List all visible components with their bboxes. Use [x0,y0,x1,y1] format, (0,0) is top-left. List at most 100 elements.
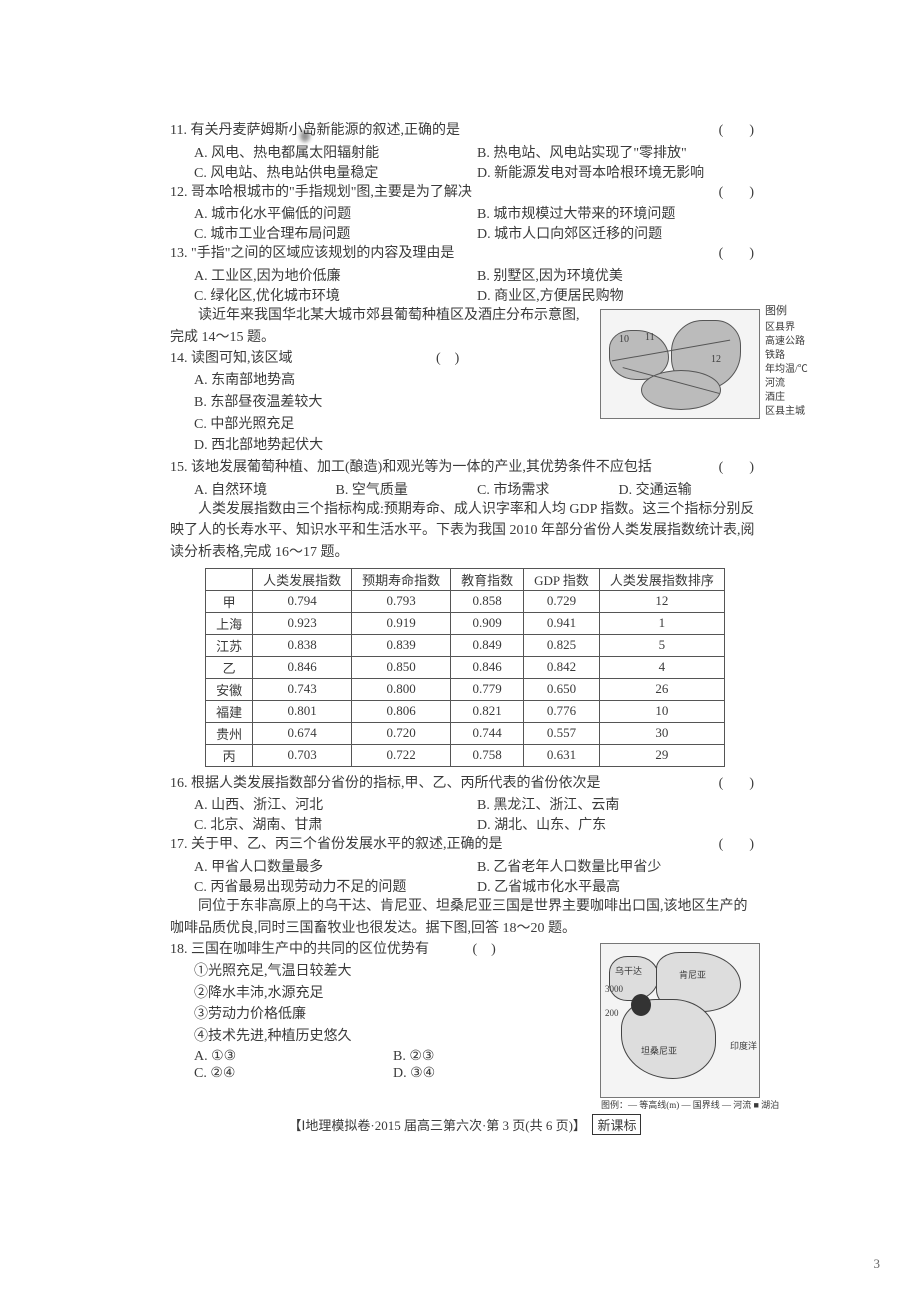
q12-text: 12. 哥本哈根城市的"手指规划"图,主要是为了解决 [170,185,472,200]
td: 0.720 [352,722,451,744]
q16-B: B. 黑龙江、浙江、云南 [477,794,760,814]
th: 教育指数 [451,568,524,590]
td: 江苏 [206,634,253,656]
africa-caption: 图例：— 等高线(m) — 国界线 — 河流 ■ 湖泊 [601,1098,781,1111]
td: 30 [599,722,724,744]
td: 0.743 [253,678,352,700]
td: 0.557 [524,722,600,744]
q18-o3: ③劳动力价格低廉 [170,1004,760,1026]
q15-D: D. 交通运输 [619,479,761,499]
td: 0.821 [451,700,524,722]
td: 0.729 [524,590,600,612]
q12-C: C. 城市工业合理布局问题 [194,223,477,243]
q18-row2: C. ②④ D. ③④ [170,1065,592,1082]
q12-D: D. 城市人口向郊区迁移的问题 [477,223,760,243]
td: 0.846 [451,656,524,678]
td: 1 [599,612,724,634]
table-header-row: 人类发展指数 预期寿命指数 教育指数 GDP 指数 人类发展指数排序 [206,568,725,590]
td: 0.842 [524,656,600,678]
q18-row1: A. ①③ B. ②③ [170,1048,592,1065]
q14-C: C. 中部光照充足 [170,414,760,436]
td: 0.941 [524,612,600,634]
q17-stem: 17. 关于甲、乙、丙三个省份发展水平的叙述,正确的是 ( ) [170,834,760,856]
td: 0.758 [451,744,524,766]
legend-item: 区县主城 [765,405,837,419]
q14-B: B. 东部昼夜温差较大 [170,392,760,414]
td: 0.846 [253,656,352,678]
q13-text: 13. "手指"之间的区域应该规划的内容及理由是 [170,246,454,261]
legend-item: 区县界 [765,321,837,335]
q12-paren: ( ) [719,182,760,204]
td: 0.801 [253,700,352,722]
q18-C: C. ②④ [194,1065,393,1082]
q18-text: 18. 三国在咖啡生产中的共同的区位优势有 [170,942,429,957]
td: 0.779 [451,678,524,700]
intro-14-15: 读近年来我国华北某大城市郊县葡萄种植区及酒庄分布示意图,完成 14～15 题。 [170,305,760,348]
td: 0.858 [451,590,524,612]
q12-row2: C. 城市工业合理布局问题 D. 城市人口向郊区迁移的问题 [170,223,760,243]
td: 0.909 [451,612,524,634]
q13-stem: 13. "手指"之间的区域应该规划的内容及理由是 ( ) [170,243,760,265]
td: 0.794 [253,590,352,612]
q11-A: A. 风电、热电都属太阳辐射能 [194,142,477,162]
block-14-15: 10 11 12 图例 区县界 高速公路 铁路 年均温/℃ 河流 酒庄 区县主城… [170,305,760,457]
td: 0.793 [352,590,451,612]
td: 0.650 [524,678,600,700]
q16-row2: C. 北京、湖南、甘肃 D. 湖北、山东、广东 [170,814,760,834]
td: 上海 [206,612,253,634]
legend-item: 酒庄 [765,391,837,405]
q11-stem: 11. 有关丹麦萨姆斯小岛新能源的叙述,正确的是 ( ) [170,120,760,142]
table-row: 福建0.8010.8060.8210.77610 [206,700,725,722]
page-number: 3 [874,1256,881,1272]
footer-text: 【Ⅰ地理模拟卷·2015 届高三第六次·第 3 页(共 6 页)】 [289,1118,586,1133]
legend-item: 高速公路 [765,335,837,349]
legend-title: 图例 [765,304,837,319]
q17-D: D. 乙省城市化水平最高 [477,876,760,896]
td: 0.849 [451,634,524,656]
q12-A: A. 城市化水平偏低的问题 [194,203,477,223]
q18-stem: 18. 三国在咖啡生产中的共同的区位优势有 ( ) [170,939,760,961]
td: 29 [599,744,724,766]
q15-B: B. 空气质量 [336,479,478,499]
q11-paren: ( ) [719,120,760,142]
q15-stem: 15. 该地发展葡萄种植、加工(酿造)和观光等为一体的产业,其优势条件不应包括 … [170,457,760,479]
q16-row1: A. 山西、浙江、河北 B. 黑龙江、浙江、云南 [170,794,760,814]
q12-B: B. 城市规模过大带来的环境问题 [477,203,760,223]
q14-text: 14. 读图可知,该区域 [170,351,293,366]
q16-D: D. 湖北、山东、广东 [477,814,760,834]
q17-C: C. 丙省最易出现劳动力不足的问题 [194,876,477,896]
td: 5 [599,634,724,656]
q14-A: A. 东南部地势高 [170,370,760,392]
th: GDP 指数 [524,568,600,590]
q13-A: A. 工业区,因为地价低廉 [194,265,477,285]
q12-stem: 12. 哥本哈根城市的"手指规划"图,主要是为了解决 ( ) [170,182,760,204]
td: 12 [599,590,724,612]
q13-row1: A. 工业区,因为地价低廉 B. 别墅区,因为环境优美 [170,265,760,285]
td: 0.850 [352,656,451,678]
td: 0.703 [253,744,352,766]
footer-badge: 新课标 [592,1114,641,1135]
q13-B: B. 别墅区,因为环境优美 [477,265,760,285]
td: 0.839 [352,634,451,656]
q18-D: D. ③④ [393,1065,592,1082]
td: 10 [599,700,724,722]
q14-paren: ( ) [296,351,459,366]
q12-row1: A. 城市化水平偏低的问题 B. 城市规模过大带来的环境问题 [170,203,760,223]
q11-row2: C. 风电站、热电站供电量稳定 D. 新能源发电对哥本哈根环境无影响 [170,162,760,182]
q18-o4: ④技术先进,种植历史悠久 [170,1026,760,1048]
q13-C: C. 绿化区,优化城市环境 [194,285,477,305]
table-row: 安徽0.7430.8000.7790.65026 [206,678,725,700]
td: 贵州 [206,722,253,744]
td: 26 [599,678,724,700]
q16-stem: 16. 根据人类发展指数部分省份的指标,甲、乙、丙所代表的省份依次是 ( ) [170,773,760,795]
hdi-table: 人类发展指数 预期寿命指数 教育指数 GDP 指数 人类发展指数排序 甲0.79… [205,568,725,767]
td: 甲 [206,590,253,612]
q15-text: 15. 该地发展葡萄种植、加工(酿造)和观光等为一体的产业,其优势条件不应包括 [170,460,652,475]
q18-o2: ②降水丰沛,水源充足 [170,983,760,1005]
q18-B: B. ②③ [393,1048,592,1065]
th: 预期寿命指数 [352,568,451,590]
q16-text: 16. 根据人类发展指数部分省份的指标,甲、乙、丙所代表的省份依次是 [170,776,601,791]
q16-paren: ( ) [719,773,760,795]
q18-A: A. ①③ [194,1048,393,1065]
q17-paren: ( ) [719,834,760,856]
